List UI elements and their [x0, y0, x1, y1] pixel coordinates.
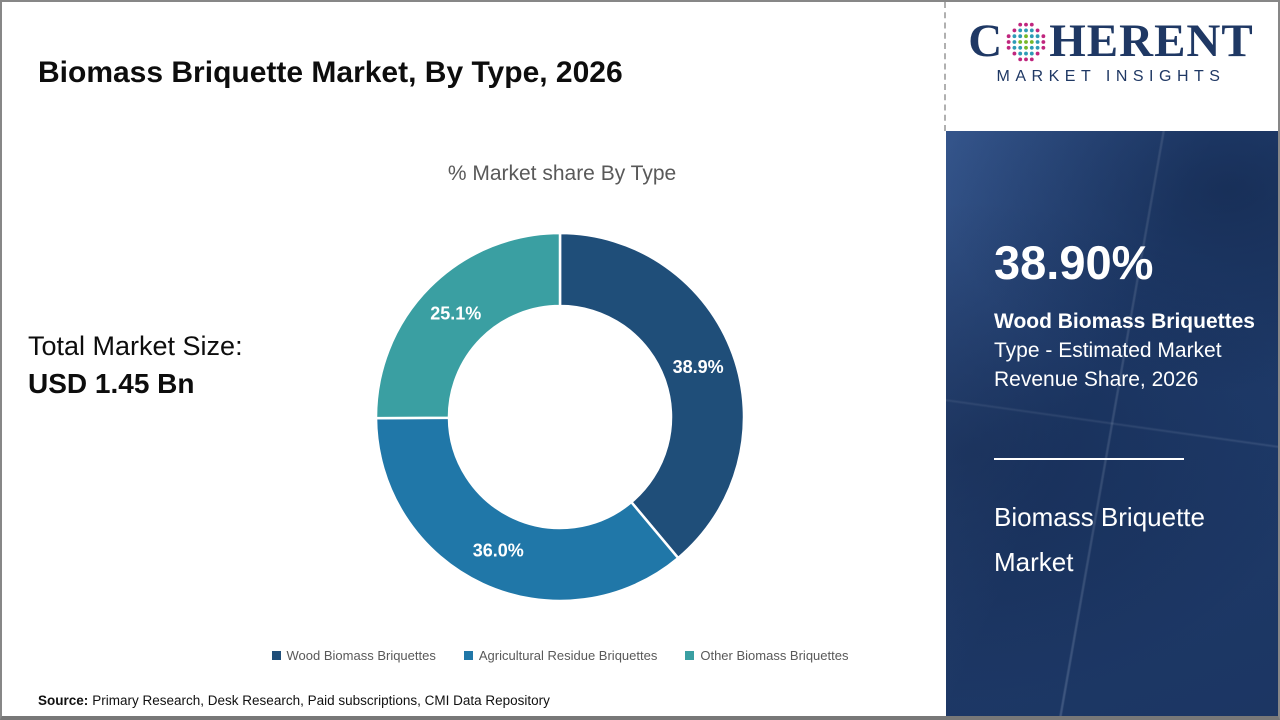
- source-label: Source:: [38, 693, 89, 708]
- brand-logo: C HERENT MARKET INSIGHTS: [958, 18, 1264, 86]
- source-text: Primary Research, Desk Research, Paid su…: [92, 693, 550, 708]
- slice-label: 36.0%: [473, 540, 524, 560]
- stat-text: Wood Biomass Briquettes Type - Estimated…: [994, 307, 1276, 394]
- donut-chart: 38.9% 36.0% 25.1%: [374, 231, 746, 603]
- logo-tagline: MARKET INSIGHTS: [996, 68, 1226, 85]
- dashed-divider: [944, 2, 946, 131]
- total-market-size-value: USD 1.45 Bn: [28, 368, 195, 399]
- legend-item: Agricultural Residue Briquettes: [463, 648, 658, 663]
- legend-label: Wood Biomass Briquettes: [286, 648, 436, 663]
- stat-value: 38.90%: [994, 236, 1154, 289]
- logo-letter-c: C: [968, 15, 1004, 67]
- legend-label: Agricultural Residue Briquettes: [478, 648, 658, 663]
- stat-category: Wood Biomass Briquettes: [994, 310, 1255, 333]
- legend-swatch: [463, 651, 473, 660]
- chart-title: % Market share By Type: [447, 162, 677, 185]
- sidebar: 38.90% Wood Biomass Briquettes Type - Es…: [946, 131, 1278, 716]
- logo-letters-rest: HERENT: [1049, 15, 1254, 67]
- total-market-size: Total Market Size: USD 1.45 Bn: [28, 328, 243, 402]
- legend-item: Wood Biomass Briquettes: [271, 648, 436, 663]
- source-note: Source: Primary Research, Desk Research, …: [38, 693, 550, 708]
- legend-label: Other Biomass Briquettes: [700, 648, 849, 663]
- page-title: Biomass Briquette Market, By Type, 2026: [38, 56, 623, 90]
- legend-swatch: [685, 651, 695, 660]
- donut-slice-2: [374, 416, 680, 603]
- slice-label: 38.9%: [673, 357, 724, 377]
- sidebar-divider-line: [994, 458, 1184, 460]
- donut-slice-3: [374, 231, 562, 420]
- stat-description: Type - Estimated Market Revenue Share, 2…: [994, 339, 1222, 391]
- legend-item: Other Biomass Briquettes: [685, 648, 848, 663]
- chart-legend: Wood Biomass Briquettes Agricultural Resi…: [160, 648, 960, 663]
- slice-label: 25.1%: [430, 303, 481, 323]
- legend-swatch: [271, 651, 281, 660]
- brand-wordmark: C HERENT: [958, 18, 1264, 65]
- market-name: Biomass Briquette Market: [994, 502, 1205, 577]
- total-market-size-label: Total Market Size:: [28, 331, 243, 361]
- donut-slice-1: [558, 231, 746, 560]
- globe-dots-icon: [1006, 22, 1046, 61]
